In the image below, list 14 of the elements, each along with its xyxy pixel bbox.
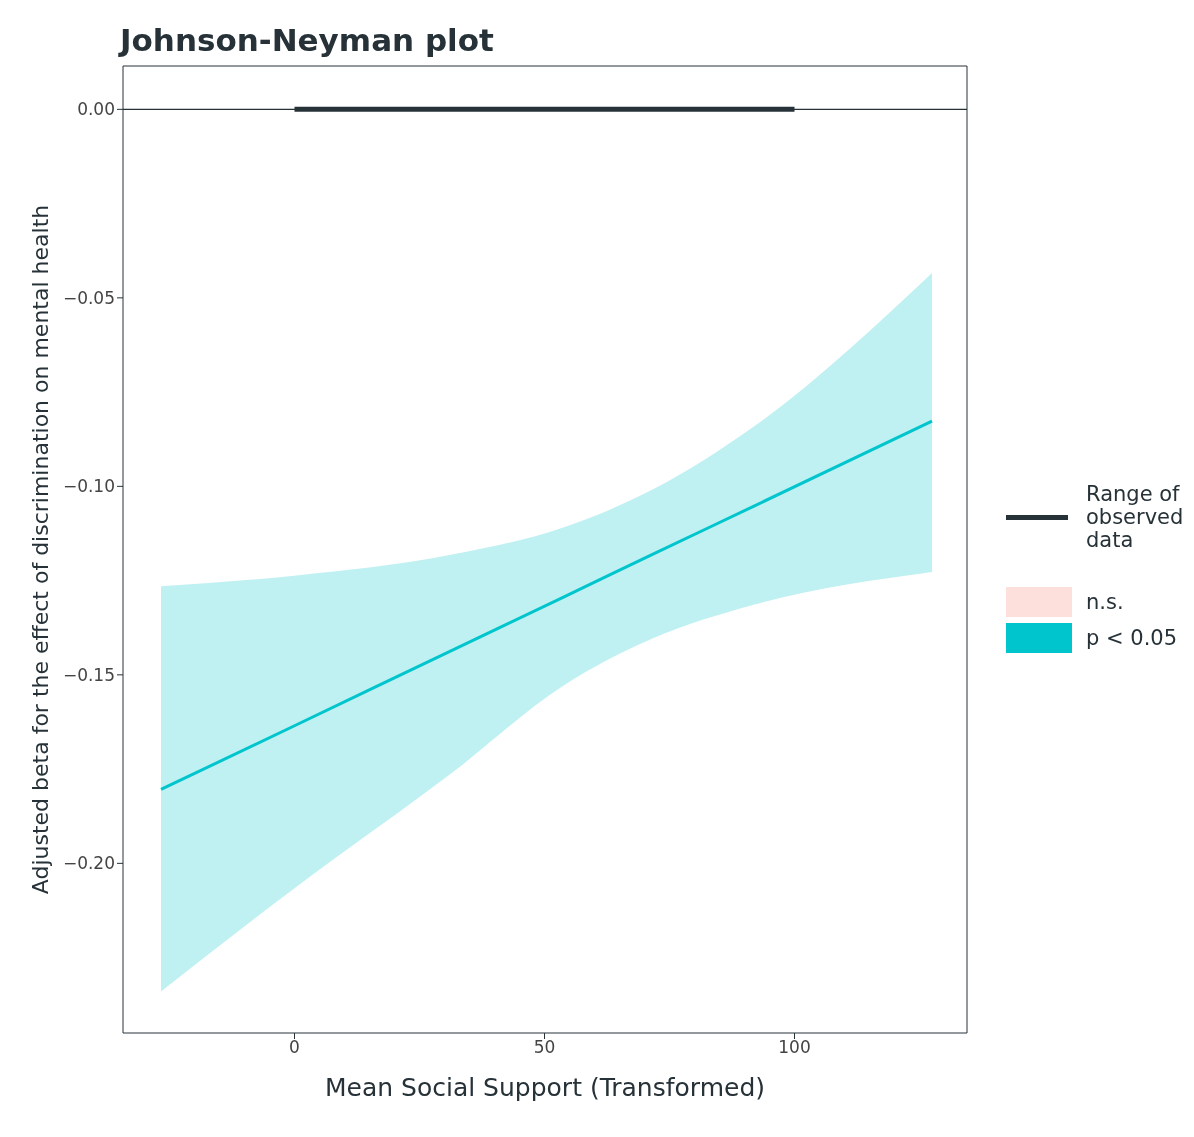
- y-tick-label: 0.00: [77, 99, 115, 120]
- y-tick-label: −0.15: [62, 664, 115, 685]
- legend-label: Range of observed data: [1086, 482, 1185, 552]
- x-tick-label: 100: [778, 1037, 811, 1058]
- legend-label: n.s.: [1086, 589, 1125, 614]
- x-tick-label: 50: [533, 1037, 556, 1058]
- y-tick-label: −0.10: [62, 476, 115, 497]
- x-tick-label: 0: [289, 1037, 300, 1058]
- chart-title: Johnson-Neyman plot: [120, 22, 494, 58]
- y-axis-title: Adjusted beta for the effect of discrimination on mental health: [27, 204, 53, 895]
- y-tick-label: −0.05: [62, 287, 115, 308]
- legend-label: p < 0.05: [1086, 625, 1179, 650]
- x-axis-title: Mean Social Support (Transformed): [324, 1072, 766, 1102]
- y-tick-label: −0.20: [62, 853, 115, 874]
